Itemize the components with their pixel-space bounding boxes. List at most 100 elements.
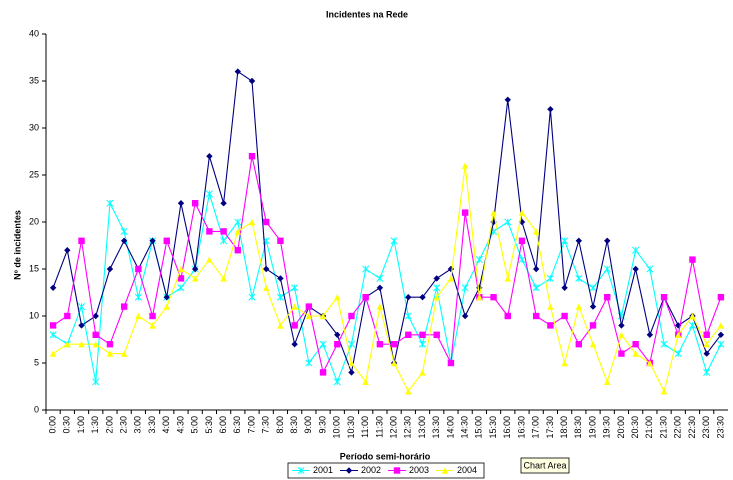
marker [78, 237, 85, 244]
marker [675, 331, 682, 338]
marker [546, 274, 554, 282]
marker [177, 275, 185, 282]
marker [660, 340, 668, 348]
tooltip: Chart Area [523, 460, 566, 470]
x-tick-label: 12:00 [388, 416, 398, 439]
marker [135, 265, 142, 273]
marker [703, 350, 710, 357]
marker [362, 294, 369, 301]
marker [120, 350, 128, 357]
marker [674, 350, 682, 358]
marker [277, 322, 284, 329]
marker [220, 200, 227, 207]
marker [234, 247, 242, 254]
marker [334, 341, 341, 348]
marker [589, 303, 597, 310]
x-tick-label: 22:30 [687, 416, 697, 439]
legend: 2001 2002 2003 2004 [287, 462, 485, 479]
marker [163, 303, 170, 310]
marker [206, 153, 213, 160]
marker [220, 228, 227, 235]
marker [49, 284, 57, 291]
marker [532, 228, 540, 235]
marker [660, 388, 668, 395]
marker [177, 265, 185, 273]
legend-label: 2004 [457, 465, 477, 475]
x-tick-label: 19:00 [587, 416, 597, 439]
marker [575, 237, 583, 244]
x-tick-label: 14:00 [445, 416, 455, 439]
marker [220, 237, 228, 245]
x-tick-label: 2:00 [104, 416, 114, 434]
marker [376, 341, 384, 348]
marker [163, 237, 170, 244]
y-tick-label: 40 [29, 28, 39, 38]
marker [149, 237, 156, 244]
marker [675, 322, 682, 329]
marker [433, 275, 440, 282]
x-tick-label: 18:30 [573, 416, 583, 439]
marker [717, 322, 725, 329]
marker [618, 331, 625, 338]
marker [348, 369, 355, 376]
marker [92, 331, 99, 338]
series-line [52, 165, 722, 393]
x-tick-label: 19:30 [602, 416, 612, 439]
marker [532, 265, 540, 273]
marker [120, 237, 128, 244]
x-tick-label: 16:30 [516, 416, 526, 439]
marker [376, 274, 384, 282]
marker [277, 275, 284, 282]
marker [348, 359, 355, 367]
x-tick-label: 10:30 [346, 416, 356, 439]
x-tick-label: 15:30 [488, 416, 498, 439]
marker [64, 312, 71, 320]
marker [263, 265, 270, 273]
y-axis-label: Nº de incidentes [12, 210, 22, 280]
marker [703, 331, 710, 338]
marker [305, 312, 313, 320]
marker [177, 284, 185, 292]
x-tick-label: 21:30 [658, 416, 668, 439]
marker [49, 322, 57, 329]
marker [106, 265, 114, 273]
marker [717, 331, 725, 338]
series-line [52, 70, 722, 375]
marker [604, 294, 611, 301]
marker [490, 294, 497, 301]
marker [347, 340, 356, 348]
marker [589, 322, 597, 329]
y-tick-label: 15 [29, 263, 39, 273]
marker [561, 312, 568, 320]
marker [476, 294, 483, 301]
x-tick-label: 9:00 [303, 416, 313, 434]
marker [589, 284, 597, 292]
x-tick-label: 0:30 [62, 416, 72, 434]
marker [547, 106, 554, 113]
marker [319, 369, 327, 376]
x-tick-label: 12:30 [403, 416, 413, 439]
marker [405, 331, 412, 338]
marker [78, 341, 85, 348]
marker [405, 388, 412, 395]
marker [248, 218, 256, 226]
x-tick-label: 5:00 [190, 416, 200, 434]
marker [234, 218, 242, 226]
marker [518, 209, 526, 216]
x-tick-label: 10:00 [332, 416, 342, 439]
x-tick-label: 20:30 [630, 416, 640, 439]
marker [646, 331, 654, 338]
marker [106, 350, 114, 357]
y-tick-label: 35 [29, 75, 39, 85]
marker [305, 359, 313, 367]
marker [632, 265, 639, 273]
x-tick-label: 14:30 [460, 416, 470, 439]
marker [49, 331, 57, 339]
x-tick-label: 23:30 [715, 416, 725, 439]
marker [163, 294, 170, 301]
marker [297, 466, 305, 475]
marker [92, 341, 99, 348]
marker [248, 293, 256, 301]
marker [191, 275, 199, 282]
marker [646, 265, 654, 273]
